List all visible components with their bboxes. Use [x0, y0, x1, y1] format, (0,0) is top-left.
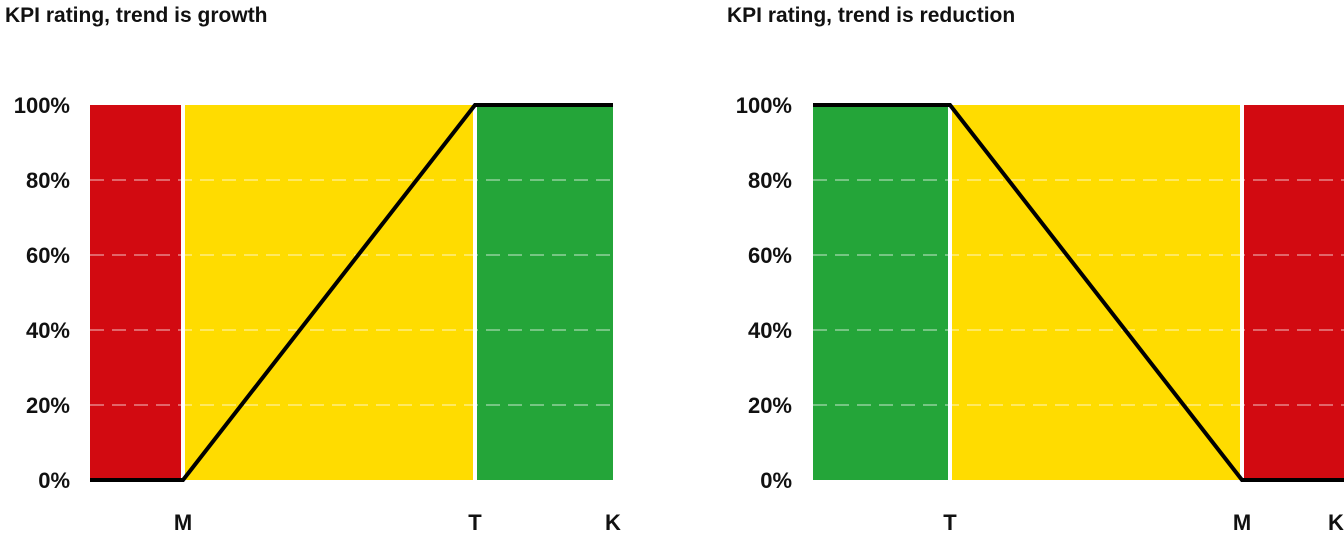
x-tick-label: K: [1328, 510, 1344, 535]
x-tick-label: K: [605, 510, 621, 535]
chart-reduction: KPI rating, trend is reduction 0% 20% 40% 6…: [672, 0, 1344, 538]
x-tick-label: M: [1233, 510, 1251, 535]
y-tick-label: 80%: [748, 168, 792, 193]
chart-title: KPI rating, trend is reduction: [727, 4, 1016, 27]
y-tick-label: 0%: [38, 468, 70, 493]
y-tick-label: 100%: [736, 93, 792, 118]
rating-line: [813, 103, 1344, 482]
y-tick-label: 40%: [26, 318, 70, 343]
chart-growth: KPI rating, trend is growth 0% 20% 40% 60% 8…: [5, 4, 621, 535]
zone-band: [475, 105, 613, 480]
x-tick-label: M: [174, 510, 192, 535]
y-tick-label: 20%: [26, 393, 70, 418]
zone-band: [813, 105, 950, 480]
zone-band: [1242, 105, 1344, 480]
y-tick-label: 0%: [760, 468, 792, 493]
y-tick-label: 40%: [748, 318, 792, 343]
y-tick-label: 100%: [14, 93, 70, 118]
y-tick-label: 20%: [748, 393, 792, 418]
chart-title: KPI rating, trend is growth: [5, 4, 268, 27]
y-tick-label: 60%: [748, 243, 792, 268]
plot-area: 0% 20% 40% 60% 80% 100% M T K: [14, 93, 621, 535]
plot-area: 0% 20% 40% 60% 80% 100% T M K: [736, 93, 1344, 535]
zone-band: [90, 105, 183, 480]
y-tick-label: 60%: [26, 243, 70, 268]
y-tick-label: 80%: [26, 168, 70, 193]
x-tick-label: T: [468, 510, 482, 535]
x-tick-label: T: [943, 510, 957, 535]
rating-line: [90, 103, 613, 482]
